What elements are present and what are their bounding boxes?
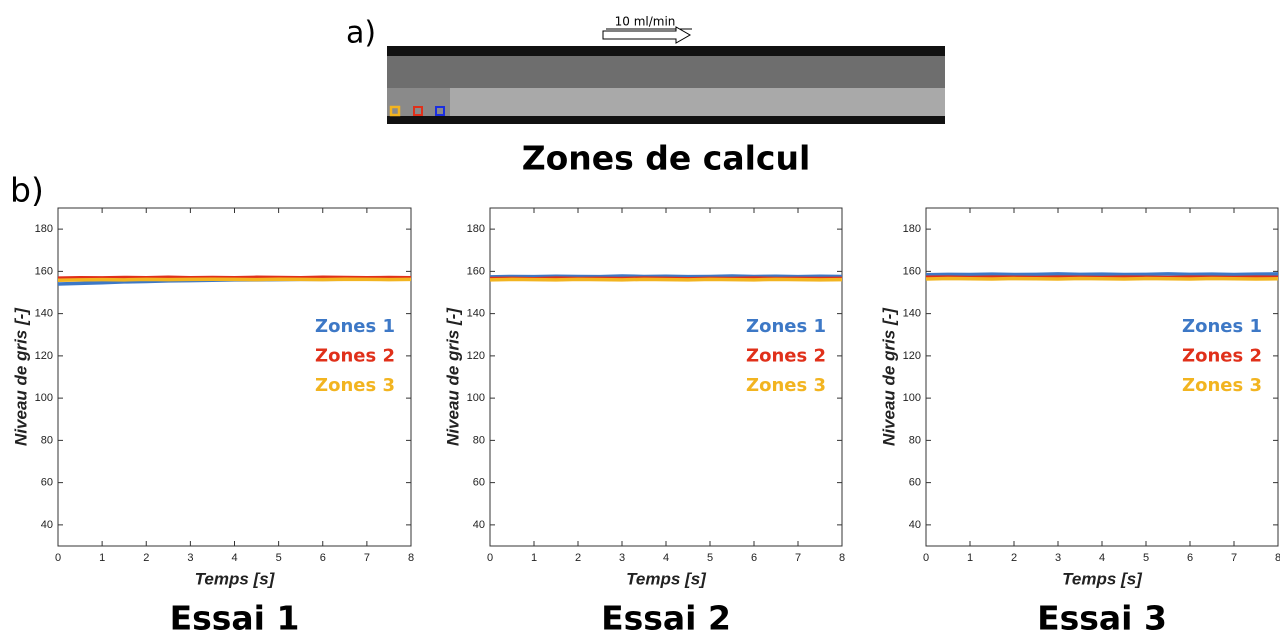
- y-tick-label: 40: [473, 519, 485, 531]
- image-title: Zones de calcul: [522, 139, 811, 178]
- x-tick-label: 6: [320, 552, 326, 564]
- x-tick-label: 4: [1099, 552, 1105, 564]
- y-tick-label: 80: [909, 434, 921, 446]
- x-tick-label: 7: [795, 552, 801, 564]
- y-tick-label: 120: [35, 350, 53, 362]
- y-tick-label: 120: [467, 350, 485, 362]
- x-tick-label: 2: [575, 552, 581, 564]
- legend-entry: Zones 3: [1182, 375, 1262, 396]
- zone-marker: [435, 106, 445, 116]
- y-tick-label: 120: [903, 350, 921, 362]
- y-axis-label: Niveau de gris [-]: [443, 307, 462, 446]
- x-tick-label: 1: [531, 552, 537, 564]
- legend-entry: Zones 1: [1182, 316, 1262, 337]
- x-tick-label: 6: [751, 552, 757, 564]
- y-tick-label: 100: [903, 392, 921, 404]
- x-tick-label: 8: [839, 552, 845, 564]
- x-tick-label: 1: [967, 552, 973, 564]
- x-tick-label: 4: [663, 552, 669, 564]
- flow-arrow: [602, 26, 692, 44]
- chart-title: Essai 2: [601, 599, 731, 637]
- x-axis-label: Temps [s]: [626, 569, 707, 588]
- y-tick-label: 40: [909, 519, 921, 531]
- legend-entry: Zones 2: [315, 346, 395, 367]
- channel-image: [387, 46, 945, 124]
- panel-a-label: a): [346, 16, 376, 51]
- y-tick-label: 160: [35, 265, 53, 277]
- data-line: [925, 272, 1279, 277]
- channel-inlet: [387, 88, 450, 116]
- flow-label: 10 ml/min: [615, 15, 676, 29]
- legend-entry: Zones 1: [315, 316, 395, 337]
- y-tick-label: 80: [41, 434, 53, 446]
- channel-top: [387, 56, 945, 88]
- x-tick-label: 7: [1231, 552, 1237, 564]
- y-tick-label: 60: [41, 477, 53, 489]
- x-tick-label: 3: [619, 552, 625, 564]
- data-line: [57, 277, 412, 282]
- chart-title: Essai 3: [1037, 599, 1167, 637]
- y-tick-label: 80: [473, 434, 485, 446]
- chart-title: Essai 1: [170, 599, 300, 637]
- zone-marker: [413, 106, 423, 116]
- x-tick-label: 3: [187, 552, 193, 564]
- x-axis-label: Temps [s]: [1062, 569, 1143, 588]
- y-tick-label: 60: [473, 477, 485, 489]
- x-tick-label: 5: [276, 552, 282, 564]
- x-tick-label: 2: [1011, 552, 1017, 564]
- x-tick-label: 5: [707, 552, 713, 564]
- y-tick-label: 140: [35, 308, 53, 320]
- legend-entry: Zones 3: [315, 375, 395, 396]
- y-tick-label: 180: [903, 223, 921, 235]
- x-tick-label: 0: [923, 552, 929, 564]
- x-tick-label: 4: [231, 552, 237, 564]
- data-line: [489, 274, 843, 279]
- y-tick-label: 60: [909, 477, 921, 489]
- y-tick-label: 40: [41, 519, 53, 531]
- y-tick-label: 180: [35, 223, 53, 235]
- legend-entry: Zones 3: [746, 375, 826, 396]
- x-tick-label: 0: [487, 552, 493, 564]
- panel-b-label: b): [10, 171, 44, 210]
- legend-entry: Zones 2: [1182, 346, 1262, 367]
- zone-marker: [389, 105, 401, 117]
- x-tick-label: 3: [1055, 552, 1061, 564]
- y-tick-label: 100: [35, 392, 53, 404]
- plot-area: [925, 207, 1279, 547]
- channel-bottom: [450, 88, 945, 116]
- legend-entry: Zones 2: [746, 346, 826, 367]
- y-tick-label: 100: [467, 392, 485, 404]
- y-tick-label: 180: [467, 223, 485, 235]
- x-tick-label: 7: [364, 552, 370, 564]
- plot-area: [57, 207, 412, 547]
- y-axis-label: Niveau de gris [-]: [879, 307, 898, 446]
- x-tick-label: 8: [408, 552, 414, 564]
- x-tick-label: 6: [1187, 552, 1193, 564]
- legend-entry: Zones 1: [746, 316, 826, 337]
- x-tick-label: 1: [99, 552, 105, 564]
- y-axis-label: Niveau de gris [-]: [11, 307, 30, 446]
- x-tick-label: 8: [1275, 552, 1280, 564]
- x-tick-label: 5: [1143, 552, 1149, 564]
- x-tick-label: 2: [143, 552, 149, 564]
- y-tick-label: 160: [467, 265, 485, 277]
- x-axis-label: Temps [s]: [195, 569, 276, 588]
- plot-area: [489, 207, 843, 547]
- x-tick-label: 0: [55, 552, 61, 564]
- y-tick-label: 160: [903, 265, 921, 277]
- y-tick-label: 140: [467, 308, 485, 320]
- y-tick-label: 140: [903, 308, 921, 320]
